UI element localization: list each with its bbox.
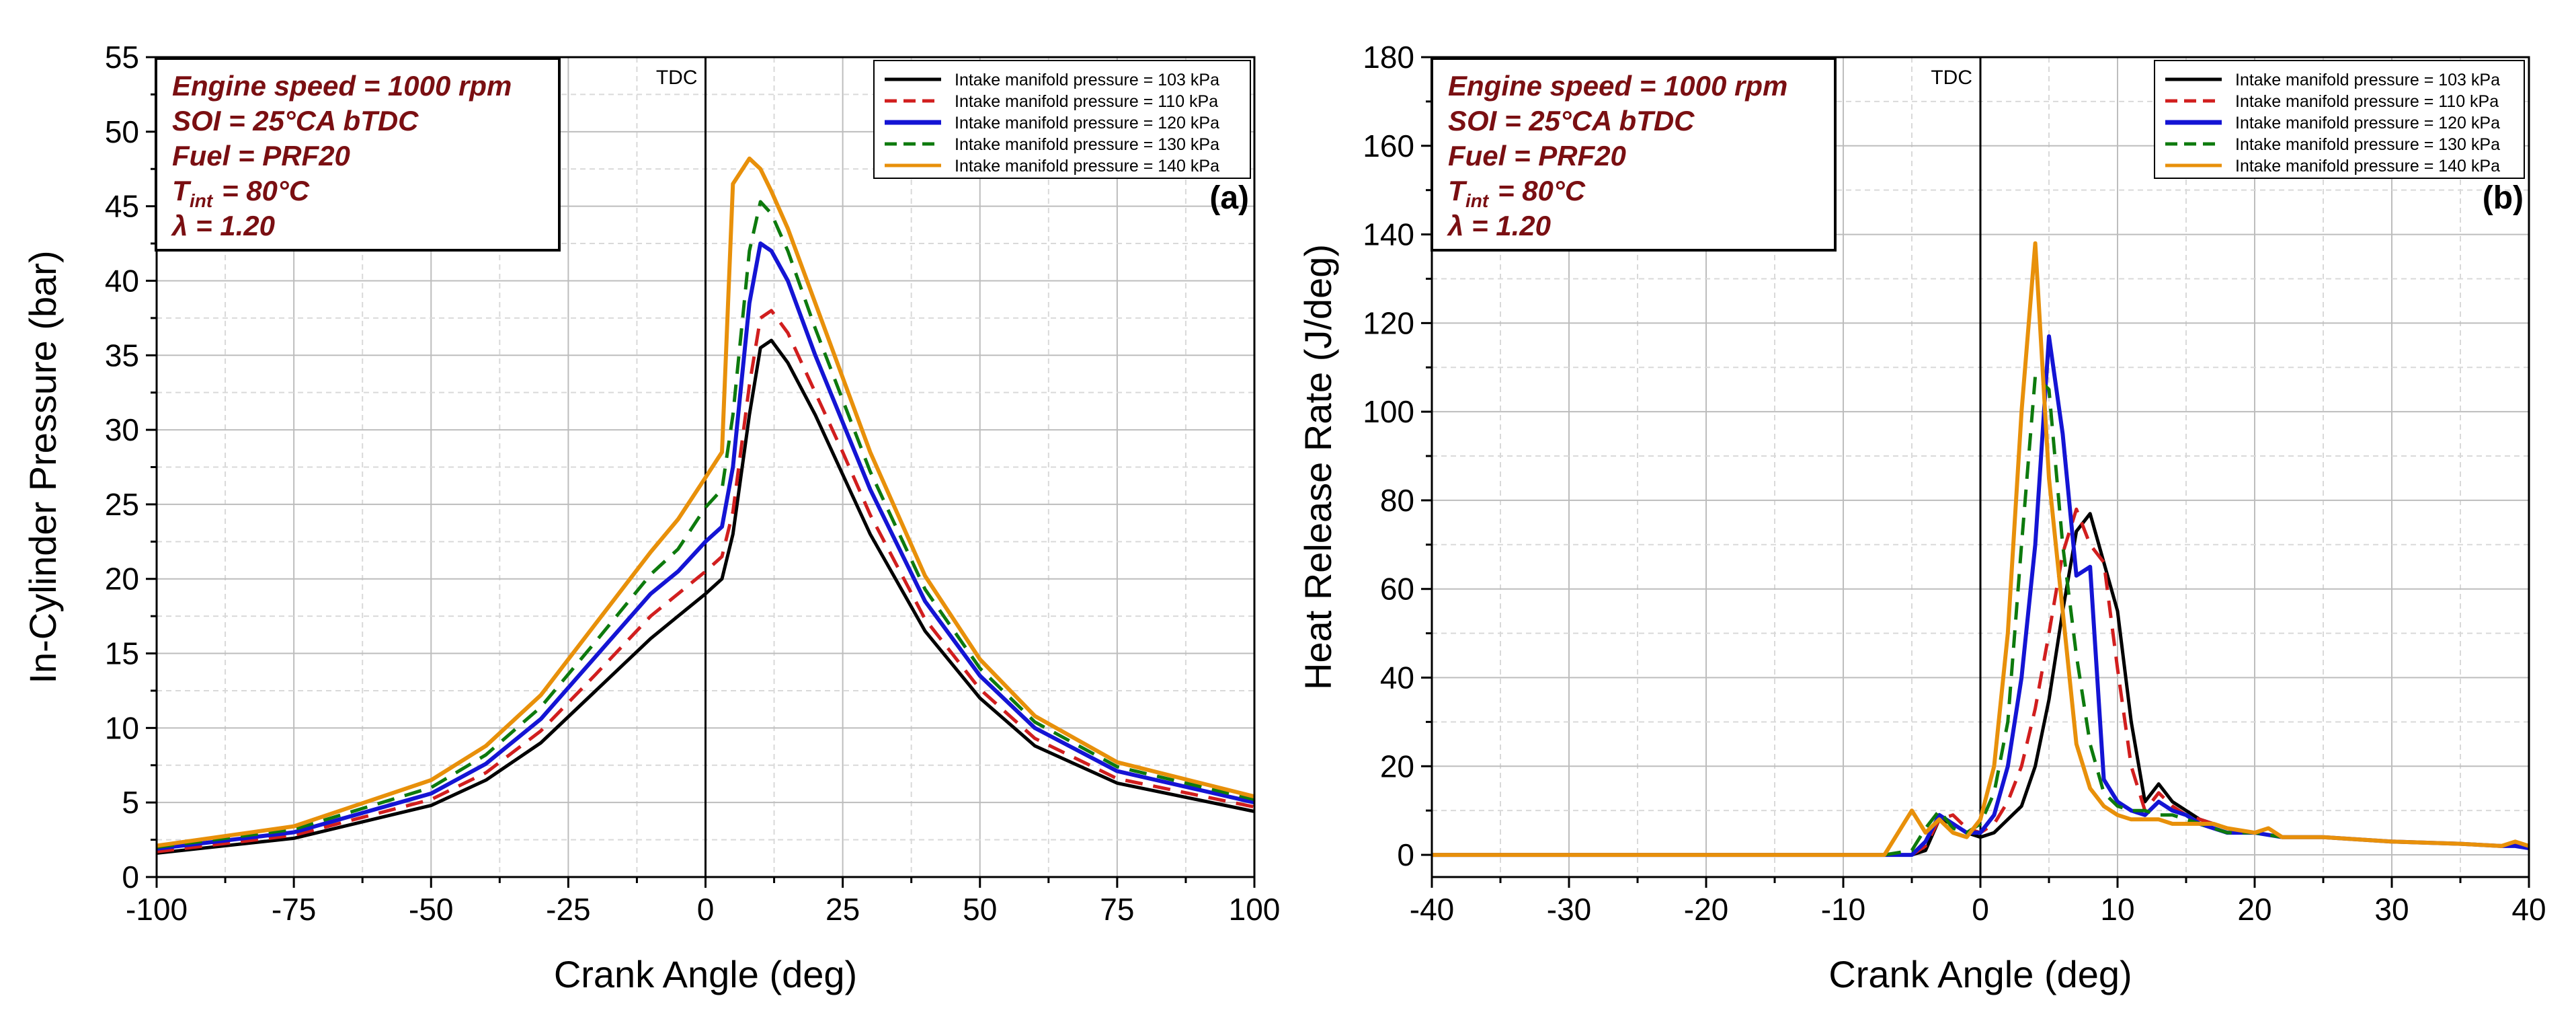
annotation-line: = 80°C [1498, 175, 1586, 206]
legend-label: Intake manifold pressure = 110 kPa [955, 92, 1218, 111]
annotation-t-subscript: int [190, 190, 214, 211]
x-tick-label: -100 [126, 892, 188, 927]
annotation-t-symbol: T [172, 175, 192, 206]
y-tick-label: 120 [1363, 305, 1414, 340]
y-tick-label: 0 [122, 860, 139, 895]
x-tick-label: -30 [1547, 892, 1591, 927]
x-tick-label: 25 [826, 892, 860, 927]
series-line-120-kpa [156, 241, 1255, 851]
annotation-line: Fuel = PRF20 [172, 140, 350, 172]
tdc-label: TDC [656, 67, 698, 89]
panel-a-pressure-chart: TDC -100 -75 -50 -25 0 25 50 75 100 0 5 10 15 20 25 30 35… [22, 40, 1280, 995]
x-tick-label: 30 [2374, 892, 2409, 927]
y-tick-label: 10 [105, 710, 139, 745]
y-tick-label: 50 [105, 114, 139, 149]
legend-label: Intake manifold pressure = 140 kPa [2235, 157, 2500, 176]
series-group [156, 156, 1255, 855]
x-tick-label: 50 [963, 892, 997, 927]
y-axis-title: Heat Release Rate (J/deg) [1297, 244, 1339, 690]
panel-label: (b) [2483, 180, 2524, 216]
series-line-140-kpa [1432, 241, 2530, 858]
tdc-label: TDC [1931, 67, 1972, 89]
annotation-line: SOI = 25°CA bTDC [172, 105, 419, 137]
y-tick-label: 180 [1363, 40, 1414, 75]
series-group [1432, 241, 2530, 858]
y-tick-label: 55 [105, 40, 139, 75]
y-tick-label: 60 [1380, 572, 1414, 607]
legend-label: Intake manifold pressure = 120 kPa [2235, 114, 2500, 132]
legend: Intake manifold pressure = 103 kPa Intake… [2154, 60, 2525, 179]
legend-label: Intake manifold pressure = 130 kPa [2235, 135, 2500, 154]
legend-label: Intake manifold pressure = 120 kPa [955, 114, 1219, 132]
x-tick-label: -20 [1684, 892, 1728, 927]
legend-label: Intake manifold pressure = 103 kPa [2235, 71, 2500, 89]
series-line-110-kpa [156, 309, 1255, 853]
annotation-line: = 80°C [222, 175, 310, 206]
y-tick-label: 20 [1380, 749, 1414, 784]
y-tick-label: 40 [1380, 660, 1414, 695]
x-tick-label: -10 [1821, 892, 1865, 927]
x-tick-label: -50 [409, 892, 453, 927]
y-tick-label: 30 [105, 412, 139, 447]
y-tick-label: 100 [1363, 394, 1414, 429]
x-tick-label: 40 [2511, 892, 2546, 927]
ticks: -100 -75 -50 -25 0 25 50 75 100 0 5 10 15 20 25 30 35 40 4… [105, 40, 1281, 927]
x-tick-label: 0 [1972, 892, 1989, 927]
y-tick-label: 15 [105, 636, 139, 671]
legend: Intake manifold pressure = 103 kPa Intake… [873, 60, 1251, 179]
x-tick-label: 10 [2100, 892, 2134, 927]
y-tick-label: 20 [105, 562, 139, 597]
x-axis-title: Crank Angle (deg) [1828, 953, 2132, 995]
series-line-110-kpa [1432, 507, 2530, 857]
y-axis-title: In-Cylinder Pressure (bar) [22, 250, 64, 683]
x-axis-title: Crank Angle (deg) [554, 953, 857, 995]
annotation-t-symbol: T [1448, 175, 1467, 206]
annotation-line: λ = 1.20 [1447, 210, 1551, 241]
annotation-line: Engine speed = 1000 rpm [172, 70, 512, 102]
x-tick-label: -40 [1410, 892, 1454, 927]
x-tick-label: -25 [546, 892, 590, 927]
x-tick-label: -75 [272, 892, 316, 927]
y-tick-label: 45 [105, 189, 139, 224]
legend-label: Intake manifold pressure = 130 kPa [955, 135, 1219, 154]
y-tick-label: 5 [122, 785, 139, 820]
annotation-box [155, 57, 561, 252]
x-tick-label: 0 [697, 892, 715, 927]
y-tick-label: 160 [1363, 128, 1414, 163]
series-line-103-kpa [156, 338, 1255, 855]
legend-label: Intake manifold pressure = 110 kPa [2235, 92, 2499, 111]
panel-b-heat-release-chart: TDC -40 -30 -20 -10 0 10 20 30 40 0 20 40 60 80 100 120 1… [1297, 40, 2546, 995]
annotation-line: Engine speed = 1000 rpm [1448, 70, 1787, 102]
y-tick-label: 80 [1380, 483, 1414, 518]
annotation-line: λ = 1.20 [171, 210, 275, 241]
series-line-140-kpa [156, 156, 1255, 848]
y-tick-label: 0 [1397, 837, 1414, 872]
annotation-line: Fuel = PRF20 [1448, 140, 1626, 172]
ticks: -40 -30 -20 -10 0 10 20 30 40 0 20 40 60 80 100 120 140 1… [1363, 40, 2546, 927]
annotation-box [1431, 57, 1837, 252]
y-tick-label: 40 [105, 263, 139, 298]
legend-label: Intake manifold pressure = 140 kPa [955, 157, 1219, 176]
panel-label: (a) [1209, 180, 1249, 216]
y-tick-label: 35 [105, 338, 139, 373]
annotation-line: SOI = 25°CA bTDC [1448, 105, 1695, 137]
y-tick-label: 140 [1363, 217, 1414, 252]
x-tick-label: 100 [1229, 892, 1281, 927]
annotation-t-subscript: int [1465, 190, 1490, 211]
series-line-130-kpa [156, 200, 1255, 849]
x-tick-label: 20 [2237, 892, 2271, 927]
y-tick-label: 25 [105, 487, 139, 522]
legend-label: Intake manifold pressure = 103 kPa [955, 71, 1219, 89]
x-tick-label: 75 [1100, 892, 1134, 927]
